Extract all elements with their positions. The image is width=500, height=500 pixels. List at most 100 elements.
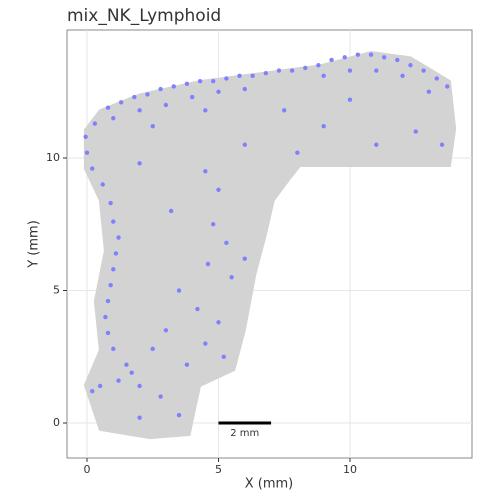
point	[216, 320, 221, 325]
point	[242, 256, 247, 261]
point	[105, 298, 111, 304]
point	[224, 76, 229, 81]
y-axis-label: Y (mm)	[27, 220, 42, 269]
point	[132, 94, 137, 100]
point	[97, 383, 103, 389]
point	[108, 283, 113, 288]
y-tick-label: 0	[53, 416, 60, 429]
point	[83, 134, 88, 140]
point	[381, 55, 387, 60]
point	[355, 52, 361, 57]
tissue-area	[83, 50, 457, 440]
x-axis-label: X (mm)	[245, 477, 294, 492]
point	[221, 354, 226, 359]
point	[203, 169, 208, 174]
point	[229, 275, 234, 280]
point	[321, 124, 326, 129]
point	[316, 63, 321, 68]
point	[421, 68, 426, 73]
point	[137, 161, 142, 166]
point	[176, 412, 182, 418]
point	[211, 78, 216, 84]
point	[105, 330, 111, 336]
point	[197, 78, 203, 84]
point	[129, 370, 134, 375]
x-tick-label: 5	[215, 463, 222, 476]
point	[413, 129, 418, 134]
point	[137, 415, 142, 420]
point	[168, 208, 174, 214]
point	[92, 121, 98, 126]
y-tick-label: 5	[53, 284, 60, 297]
point	[347, 97, 353, 102]
point	[203, 341, 208, 346]
point	[111, 346, 116, 352]
point	[216, 187, 221, 193]
point	[439, 142, 445, 147]
point	[263, 70, 269, 76]
point	[116, 378, 121, 383]
x-tick-label: 0	[83, 463, 90, 476]
point	[176, 288, 182, 293]
point	[395, 57, 400, 63]
point	[103, 314, 108, 320]
point	[111, 219, 116, 224]
point	[400, 73, 405, 79]
point	[374, 68, 379, 73]
point	[105, 105, 111, 110]
point	[211, 222, 216, 227]
point	[242, 86, 247, 92]
point	[184, 362, 190, 367]
point	[295, 150, 300, 155]
point	[195, 306, 200, 312]
scale-bar-label: 2 mm	[230, 428, 259, 439]
point	[158, 86, 163, 92]
point	[237, 73, 242, 79]
point	[163, 102, 169, 108]
point	[250, 73, 255, 79]
point	[90, 389, 95, 394]
point	[137, 383, 142, 389]
point	[329, 57, 334, 63]
point	[408, 63, 413, 68]
point	[282, 108, 287, 113]
y-tick-label: 10	[46, 151, 60, 164]
point	[124, 362, 129, 367]
point	[111, 267, 116, 272]
point	[426, 89, 432, 94]
marks	[83, 50, 457, 440]
point	[321, 73, 326, 79]
point	[150, 346, 155, 352]
point	[116, 235, 121, 240]
point	[158, 394, 163, 399]
point	[368, 52, 374, 57]
point	[163, 328, 169, 333]
point	[137, 108, 142, 113]
x-tick-label: 10	[343, 463, 357, 476]
chart-title: mix_NK_Lymphoid	[67, 6, 221, 26]
point	[150, 124, 155, 129]
point	[171, 84, 176, 89]
point	[184, 81, 190, 86]
point	[224, 240, 229, 246]
point	[118, 100, 124, 105]
point	[111, 116, 116, 121]
point	[205, 261, 211, 267]
point	[113, 251, 119, 256]
point	[108, 200, 113, 206]
point	[342, 55, 347, 60]
point	[445, 84, 450, 89]
point	[189, 94, 195, 100]
point	[100, 182, 105, 187]
point	[434, 76, 439, 81]
point	[242, 142, 247, 147]
point	[347, 68, 353, 73]
point	[374, 142, 379, 147]
point	[84, 150, 90, 155]
point	[90, 166, 95, 171]
point	[303, 65, 308, 71]
point	[216, 89, 221, 94]
point	[289, 68, 295, 73]
point	[145, 92, 150, 97]
